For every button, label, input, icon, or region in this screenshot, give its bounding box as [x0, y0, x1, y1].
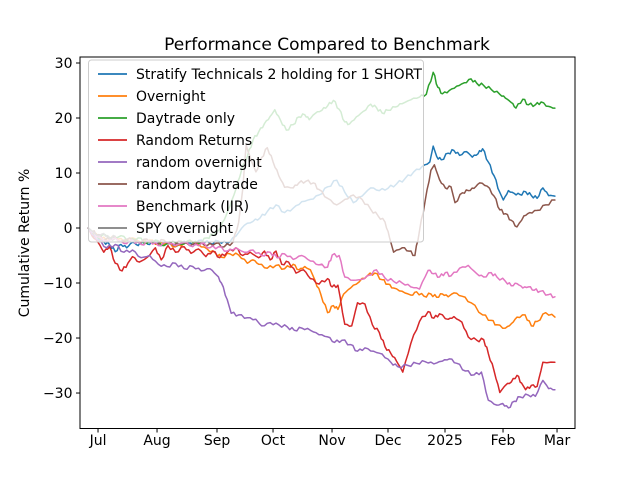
legend-label-random-returns: Random Returns [136, 133, 252, 149]
x-tick-label: Sep [204, 433, 231, 449]
y-tick-label: 0 [64, 221, 73, 237]
legend-item-random-returns: Random Returns [98, 133, 252, 149]
x-tick-label: Dec [374, 433, 401, 449]
y-tick-label: −20 [43, 331, 73, 347]
series-line-overnight [87, 227, 556, 329]
x-tick-label: Mar [544, 433, 571, 449]
legend-item-random-overnight: random overnight [98, 155, 262, 171]
y-tick-label: 10 [55, 166, 73, 182]
legend-label-daytrade-only: Daytrade only [136, 111, 235, 127]
series-line-random-returns [87, 227, 556, 394]
legend-label-benchmark-ijr: Benchmark (IJR) [136, 199, 249, 215]
legend-box [88, 59, 424, 243]
legend-label-random-overnight: random overnight [136, 155, 262, 171]
legend-item-spy-overnight: SPY overnight [98, 221, 234, 237]
y-axis-label: Cumulative Return % [17, 169, 33, 318]
legend-label-stratify-technicals-2-holding-for-1-short: Stratify Technicals 2 holding for 1 SHOR… [136, 67, 422, 83]
legend-item-random-daytrade: random daytrade [98, 177, 258, 193]
legend-label-spy-overnight: SPY overnight [136, 221, 234, 237]
plot-frame [79, 56, 576, 429]
x-tick-label: Nov [318, 433, 345, 449]
legend-item-overnight: Overnight [98, 89, 206, 105]
x-tick-label: Oct [261, 433, 286, 449]
legend-item-daytrade-only: Daytrade only [98, 111, 235, 127]
legend-item-benchmark-ijr: Benchmark (IJR) [98, 199, 249, 215]
x-tick-label: Jul [89, 433, 107, 449]
x-tick-label: Feb [491, 433, 516, 449]
legend-label-random-daytrade: random daytrade [136, 177, 258, 193]
legend: Stratify Technicals 2 holding for 1 SHOR… [88, 59, 424, 243]
series-line-random-overnight [87, 227, 556, 409]
series-line-benchmark-ijr [87, 227, 556, 299]
legend-label-overnight: Overnight [136, 89, 206, 105]
y-tick-label: −10 [43, 276, 73, 292]
x-tick-label: Aug [143, 433, 170, 449]
chart-title: Performance Compared to Benchmark [164, 35, 490, 55]
y-tick-label: 20 [55, 111, 73, 127]
y-tick-label: −30 [43, 386, 73, 402]
x-tick-label: 2025 [427, 433, 463, 449]
legend-item-stratify-technicals-2-holding-for-1-short: Stratify Technicals 2 holding for 1 SHOR… [98, 67, 422, 83]
plot-area: Jul Aug Sep Oct Nov Dec 2025 Feb Mar 30 20 10 0 −10 −2… [43, 56, 576, 449]
y-tick-label: 30 [55, 56, 73, 72]
